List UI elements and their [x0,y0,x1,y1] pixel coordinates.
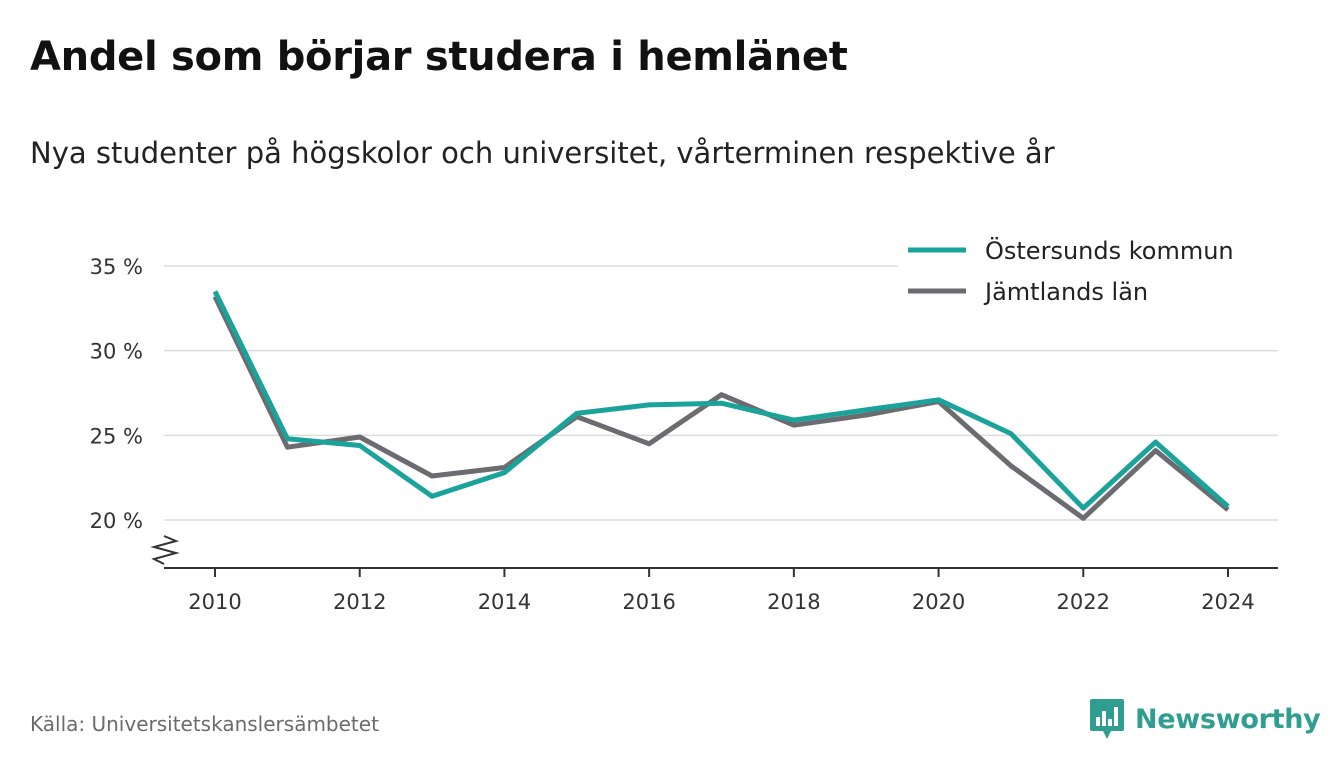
x-tick-label: 2012 [333,590,386,614]
legend-label: Jämtlands län [983,278,1148,306]
legend: Östersunds kommun Jämtlands län [898,228,1280,312]
y-tick-label: 20 % [90,509,143,533]
series-line-jämtlands-län [212,295,1230,521]
x-tick-label: 2018 [767,590,820,614]
y-tick-label: 25 % [90,424,143,448]
axis-break-zigzag [150,535,180,565]
x-tick-label: 2020 [912,590,965,614]
legend-background [898,228,1280,312]
x-tick-label: 2016 [622,590,675,614]
series-lines [212,290,1230,521]
line-chart: 20 % 25 % 30 % 35 % 2010 2012 2014 2016 2018 202… [89,228,1280,614]
axis-break-icon [150,535,180,565]
y-axis-ticks: 20 % 25 % 30 % 35 % [90,255,143,533]
brand-logo: Newsworthy [1089,697,1321,741]
x-axis: 2010 2012 2014 2016 2018 2020 2022 2024 [164,567,1278,614]
y-tick-label: 35 % [90,255,143,279]
chart-title: Andel som börjar studera i hemlänet [30,34,848,80]
x-tick-label: 2010 [188,590,241,614]
y-tick-label: 30 % [90,340,143,364]
x-tick-label: 2014 [478,590,531,614]
bar-chart-speech-bubble-icon [1090,699,1124,739]
legend-label: Östersunds kommun [985,236,1234,265]
source-note: Källa: Universitetskanslersämbetet [30,712,379,736]
x-tick-label: 2024 [1201,590,1254,614]
chart-subtitle: Nya studenter på högskolor och universit… [30,136,1055,170]
series-line-östersunds-kommun [212,290,1230,511]
x-tick-label: 2022 [1057,590,1110,614]
brand-name: Newsworthy [1135,703,1321,735]
